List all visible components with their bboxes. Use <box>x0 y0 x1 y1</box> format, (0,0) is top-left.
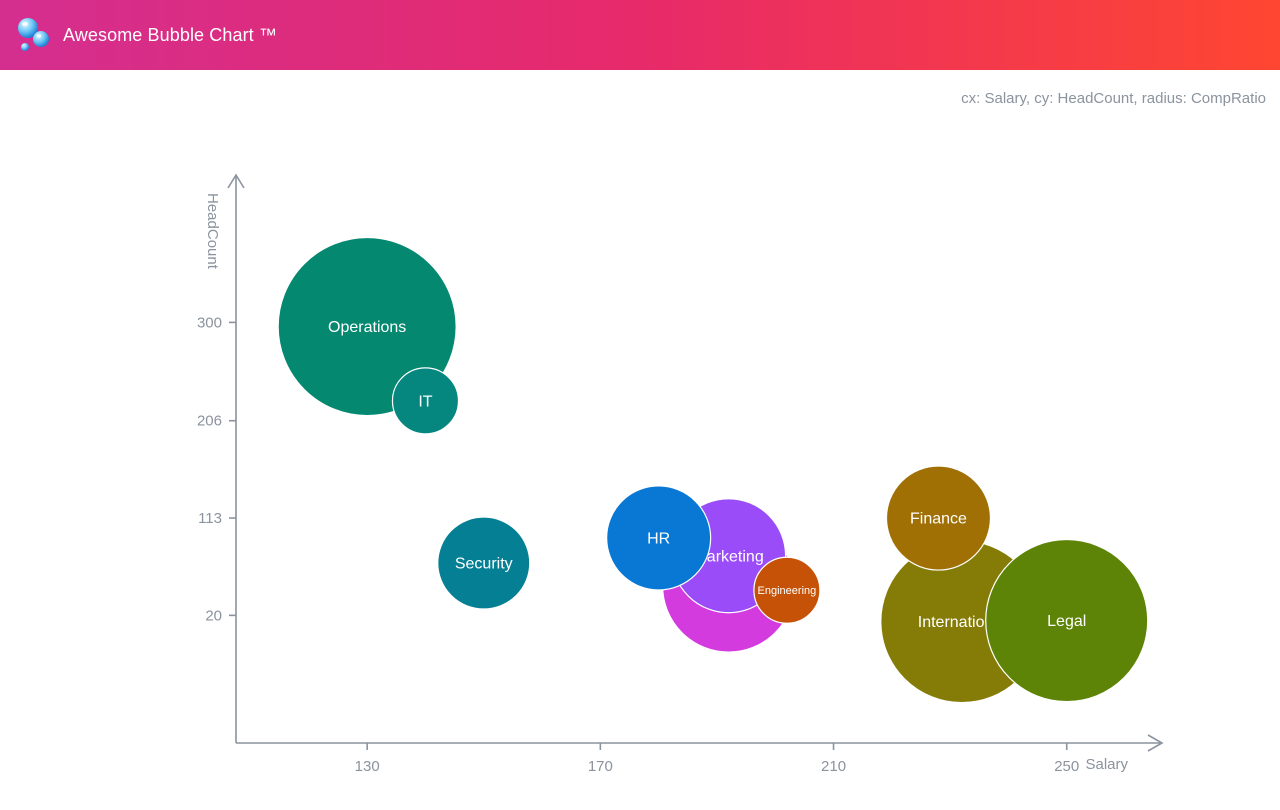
x-axis-arrow <box>1147 734 1164 752</box>
bubble[interactable]: HR <box>606 485 712 591</box>
bubble-label: HR <box>647 531 670 548</box>
x-axis-label: Salary <box>1085 756 1128 773</box>
y-axis-arrow <box>227 173 245 189</box>
bubbles-layer: OperationsITSecurityMarketingMarketingHR… <box>277 236 1149 704</box>
bubble-label: Engineering <box>758 585 817 597</box>
bubble-circle[interactable] <box>985 538 1149 703</box>
bubble[interactable]: Engineering <box>753 556 821 624</box>
bubble-label: Operations <box>328 319 406 336</box>
bubble-label: Marketing <box>693 548 763 565</box>
bubble-circle[interactable] <box>606 485 712 591</box>
chart-axes: 130 170 210 250 20 113 206 300 Salary HeadCount <box>197 173 1164 775</box>
chart-caption: cx: Salary, cy: HeadCount, radius: CompR… <box>961 90 1266 107</box>
x-tick-label: 130 <box>355 758 380 775</box>
bubble[interactable]: IT <box>391 367 460 435</box>
bubble[interactable]: Legal <box>985 538 1149 703</box>
app-title: Awesome Bubble Chart ™ <box>63 24 277 45</box>
bubble-circle[interactable] <box>437 516 531 610</box>
bubble-label: International <box>918 614 1006 631</box>
bubble-circle[interactable] <box>391 367 460 435</box>
app-header: Awesome Bubble Chart ™ <box>0 0 1280 70</box>
bubble-label: Finance <box>910 511 967 528</box>
x-tick-label: 170 <box>588 758 613 775</box>
y-tick-label: 300 <box>197 314 222 331</box>
bubble[interactable]: Finance <box>885 465 992 571</box>
bubble-label: Legal <box>1047 613 1086 630</box>
y-axis-label: HeadCount <box>204 193 221 270</box>
bubble-label: IT <box>418 393 432 410</box>
y-tick-label: 20 <box>205 607 222 624</box>
bubble-circle[interactable] <box>753 556 821 624</box>
bubble-circle[interactable] <box>885 465 992 571</box>
y-tick-label: 113 <box>198 510 222 527</box>
y-tick-label: 206 <box>197 413 222 430</box>
bubble[interactable]: Security <box>437 516 531 610</box>
bubble-label: Security <box>455 556 513 573</box>
x-tick-label: 250 <box>1054 758 1079 775</box>
x-tick-label: 210 <box>821 758 846 775</box>
bubbles-icon <box>18 18 49 51</box>
